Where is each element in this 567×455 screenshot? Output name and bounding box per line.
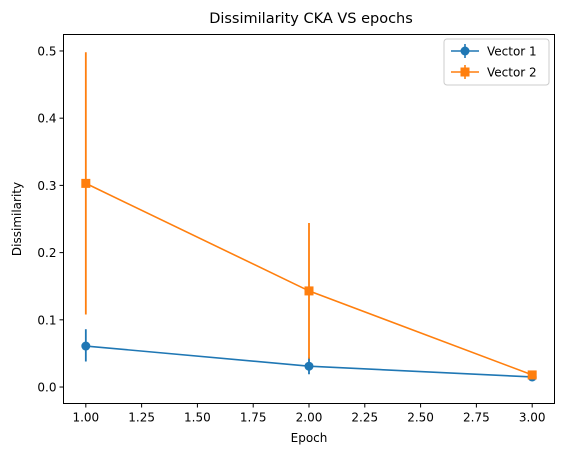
x-axis: 1.00 1.25 1.50 1.75 2.00 2.25 2.50 2.75 3.00 xyxy=(72,403,546,425)
y-tick-label: 0.2 xyxy=(37,246,56,260)
legend-item: Vector 2 xyxy=(451,65,537,80)
x-tick-label: 1.00 xyxy=(72,411,99,425)
data-point xyxy=(81,178,91,188)
y-axis: 0.0 0.1 0.2 0.3 0.4 0.5 xyxy=(37,44,64,395)
x-tick-label: 1.50 xyxy=(184,411,211,425)
y-tick-label: 0.1 xyxy=(37,313,56,327)
plot-area xyxy=(81,52,537,382)
x-tick-label: 1.25 xyxy=(128,411,155,425)
data-point xyxy=(304,361,314,371)
data-point xyxy=(81,341,91,351)
y-axis-label: Dissimilarity xyxy=(10,182,24,256)
x-tick-label: 2.75 xyxy=(463,411,490,425)
legend-label: Vector 1 xyxy=(487,45,537,59)
series-2 xyxy=(81,52,537,380)
legend-item: Vector 1 xyxy=(451,44,537,59)
x-tick-label: 2.25 xyxy=(351,411,378,425)
legend: Vector 1 Vector 2 xyxy=(443,38,550,86)
y-tick-label: 0.3 xyxy=(37,179,56,193)
y-tick-label: 0.4 xyxy=(37,112,56,126)
legend-marker xyxy=(460,46,470,56)
y-tick-label: 0.0 xyxy=(37,381,56,395)
x-tick-label: 2.00 xyxy=(296,411,323,425)
data-point xyxy=(527,370,537,380)
x-axis-label: Epoch xyxy=(291,431,328,445)
data-point xyxy=(304,286,314,296)
legend-label: Vector 2 xyxy=(487,66,537,80)
y-tick-label: 0.5 xyxy=(37,44,56,58)
x-tick-label: 3.00 xyxy=(519,411,546,425)
x-tick-label: 2.50 xyxy=(407,411,434,425)
chart-title: Dissimilarity CKA VS epochs xyxy=(209,11,413,27)
legend-marker xyxy=(460,67,470,77)
x-tick-label: 1.75 xyxy=(240,411,267,425)
